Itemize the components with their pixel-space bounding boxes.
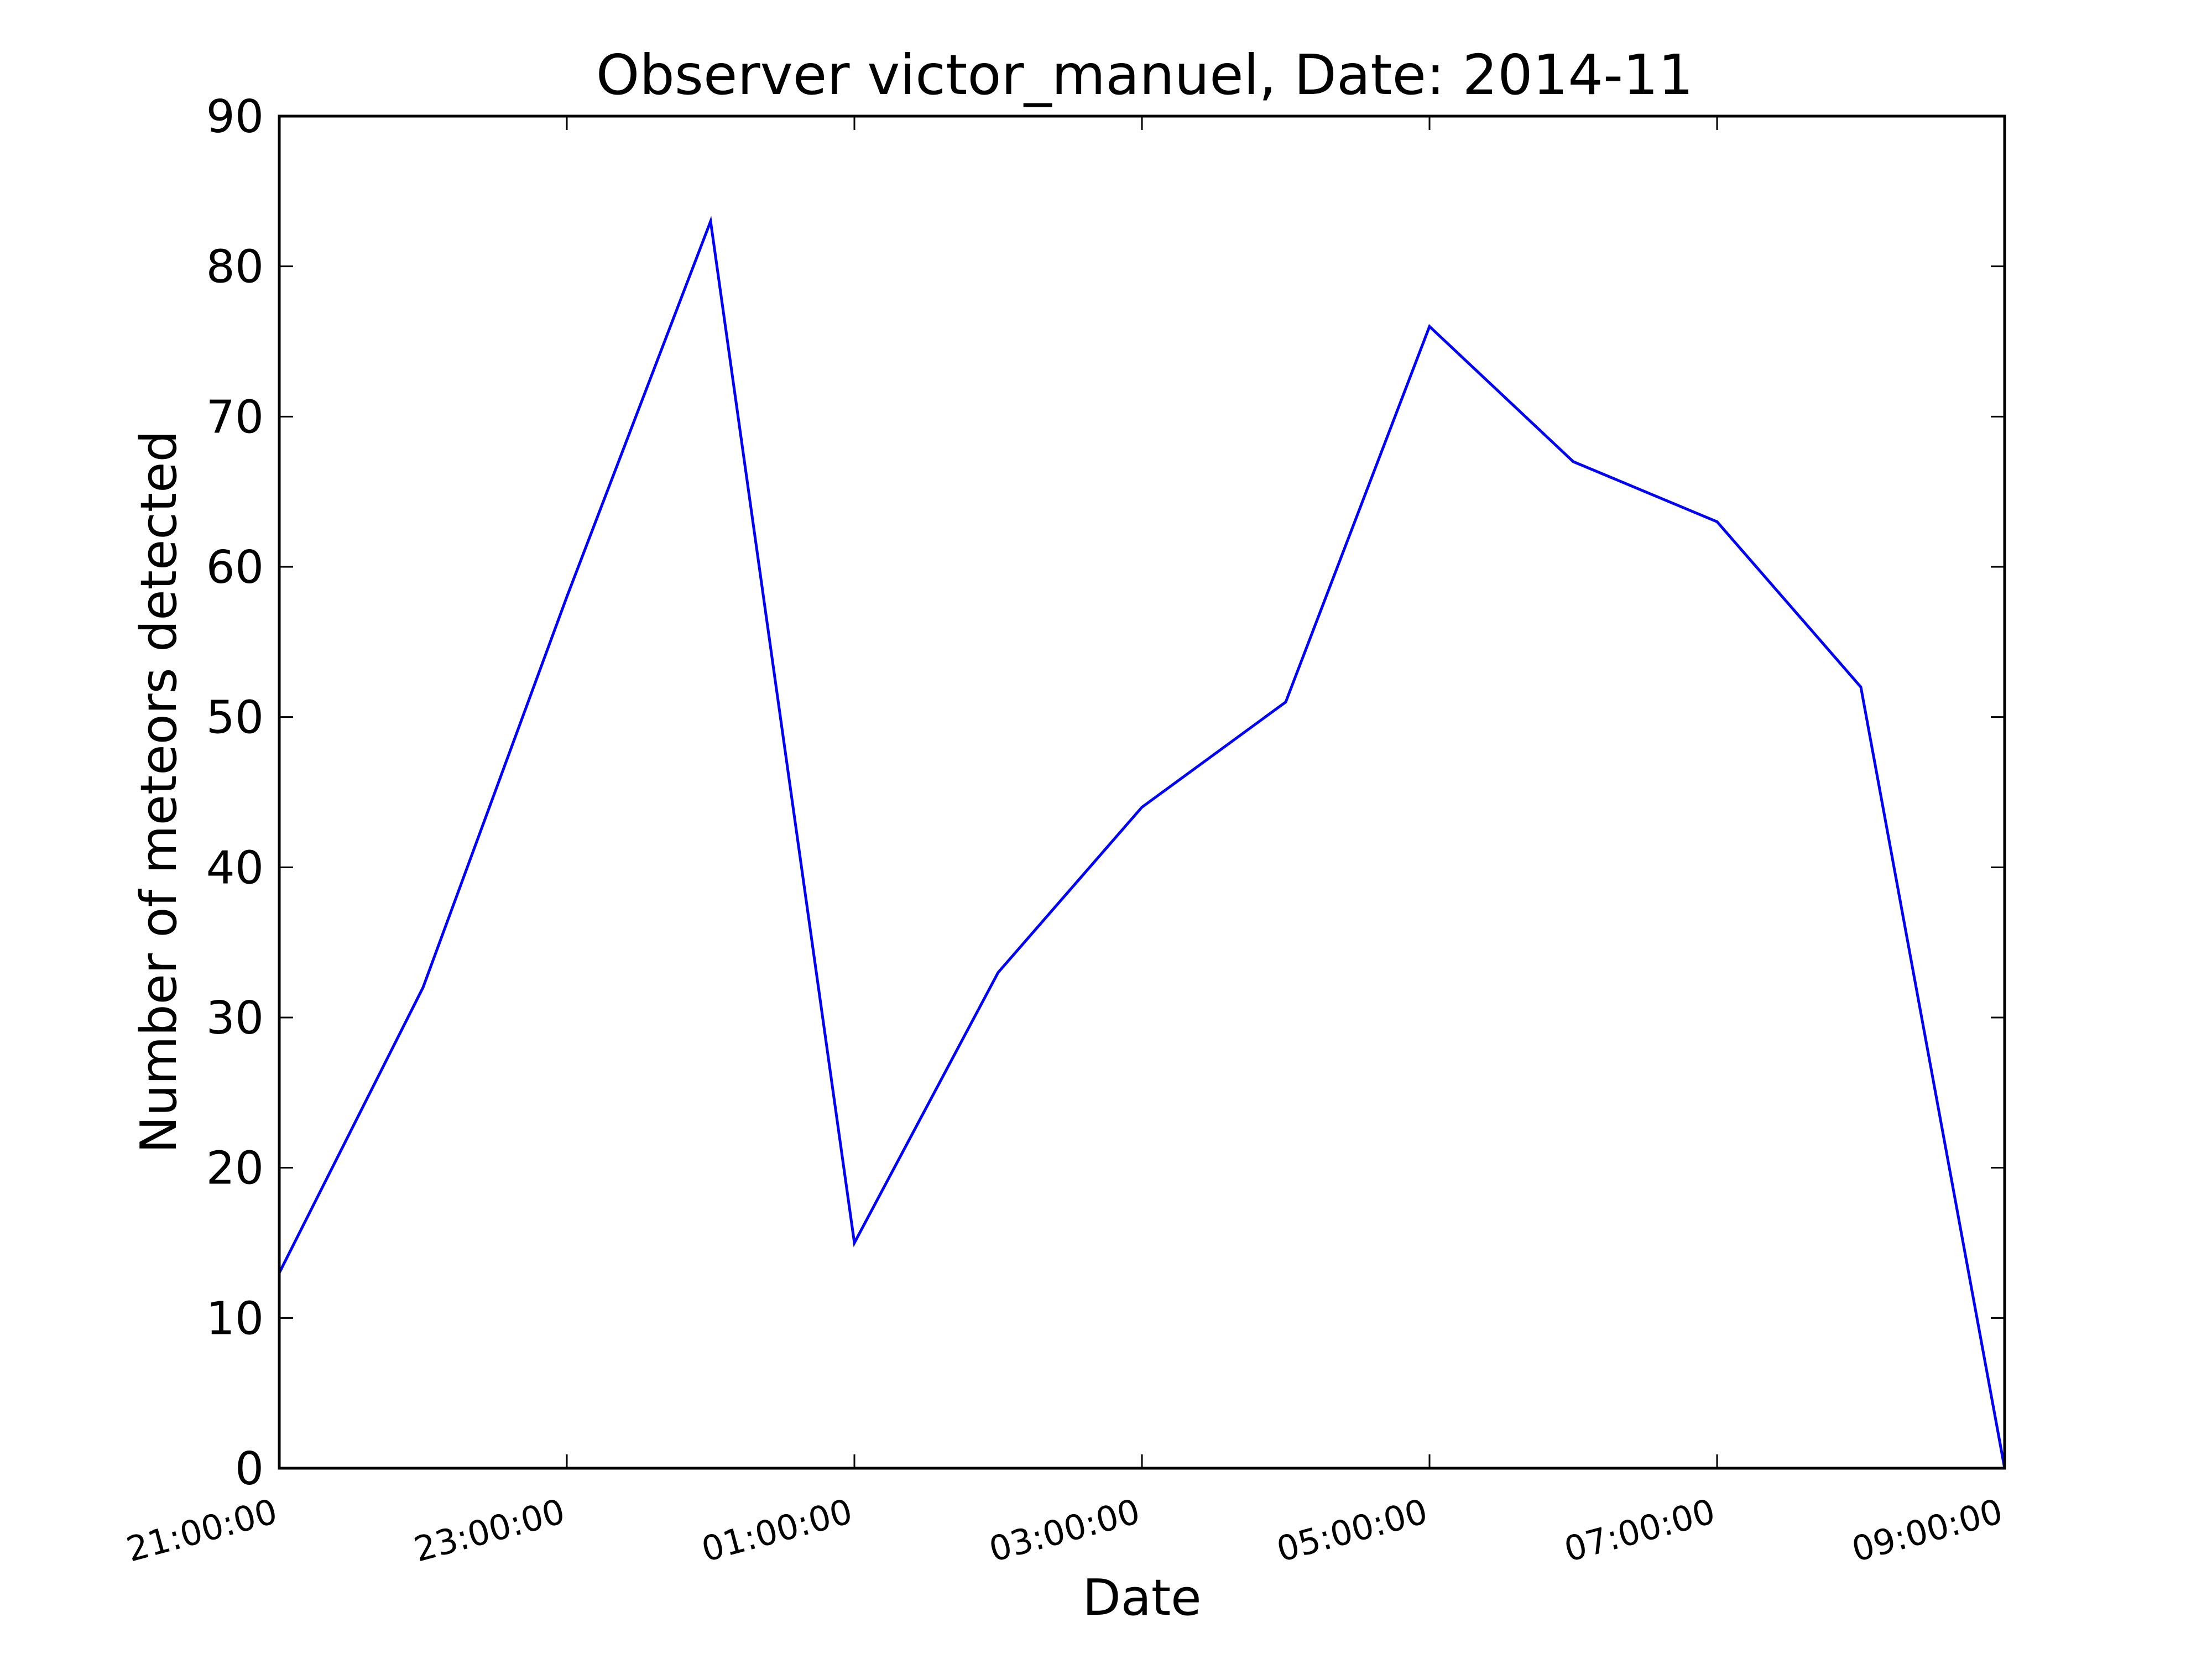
y-tick-label-10: 10	[206, 1292, 264, 1345]
y-tick-label-80: 80	[206, 241, 264, 294]
y-tick-label-40: 40	[206, 842, 264, 894]
y-tick-labels: 0 10 20 30 40 50 60 70 80 90	[206, 91, 264, 1495]
y-tick-label-50: 50	[206, 692, 264, 744]
y-tick-label-70: 70	[206, 391, 264, 444]
y-axis-label: Number of meteors detected	[130, 430, 188, 1153]
y-tick-label-30: 30	[206, 992, 264, 1045]
y-tick-label-90: 90	[206, 91, 264, 143]
series-group	[278, 216, 2006, 1469]
x-axis-label: Date	[1082, 1569, 1201, 1627]
plot-frame	[278, 114, 2006, 1470]
chart-title: Observer victor_manuel, Date: 2014-11	[596, 43, 1694, 107]
axis-ticks	[278, 115, 2006, 1469]
y-tick-label-0: 0	[235, 1443, 264, 1495]
y-tick-label-20: 20	[206, 1142, 264, 1195]
y-tick-label-60: 60	[206, 541, 264, 594]
